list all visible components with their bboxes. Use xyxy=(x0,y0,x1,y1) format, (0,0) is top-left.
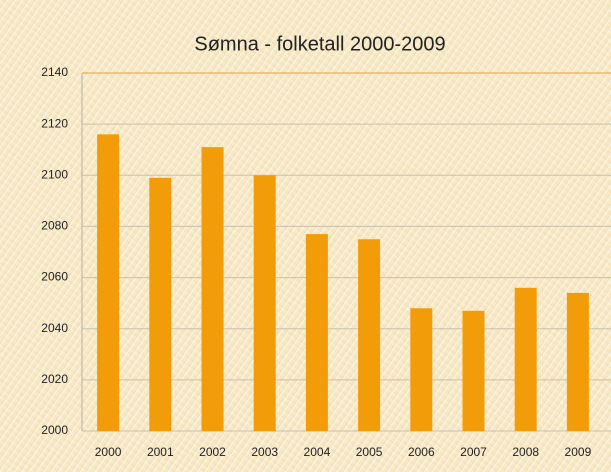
bar xyxy=(97,134,120,431)
bar xyxy=(462,310,485,431)
bar xyxy=(410,308,433,431)
y-tick-label: 2000 xyxy=(41,423,68,437)
bar xyxy=(201,147,224,431)
x-tick-label: 2009 xyxy=(565,445,592,459)
bar xyxy=(305,234,328,431)
x-tick-label: 2006 xyxy=(408,445,435,459)
x-tick-label: 2004 xyxy=(304,445,331,459)
chart-title: Sømna - folketall 2000-2009 xyxy=(194,33,445,55)
x-tick-label: 2003 xyxy=(251,445,278,459)
bar xyxy=(566,292,589,431)
y-tick-label: 2060 xyxy=(41,270,68,284)
bar xyxy=(358,239,381,431)
y-tick-label: 2100 xyxy=(41,167,68,181)
y-tick-label: 2020 xyxy=(41,372,68,386)
y-tick-label: 2140 xyxy=(41,65,68,79)
x-tick-label: 2001 xyxy=(147,445,174,459)
x-tick-label: 2000 xyxy=(95,445,122,459)
y-tick-label: 2080 xyxy=(41,219,68,233)
x-tick-label: 2008 xyxy=(512,445,539,459)
y-tick-label: 2120 xyxy=(41,116,68,130)
x-tick-label: 2007 xyxy=(460,445,487,459)
x-tick-label: 2005 xyxy=(356,445,383,459)
x-tick-label: 2002 xyxy=(199,445,226,459)
bar xyxy=(149,177,172,431)
bar xyxy=(514,287,537,431)
y-tick-label: 2040 xyxy=(41,321,68,335)
bar xyxy=(253,175,276,431)
